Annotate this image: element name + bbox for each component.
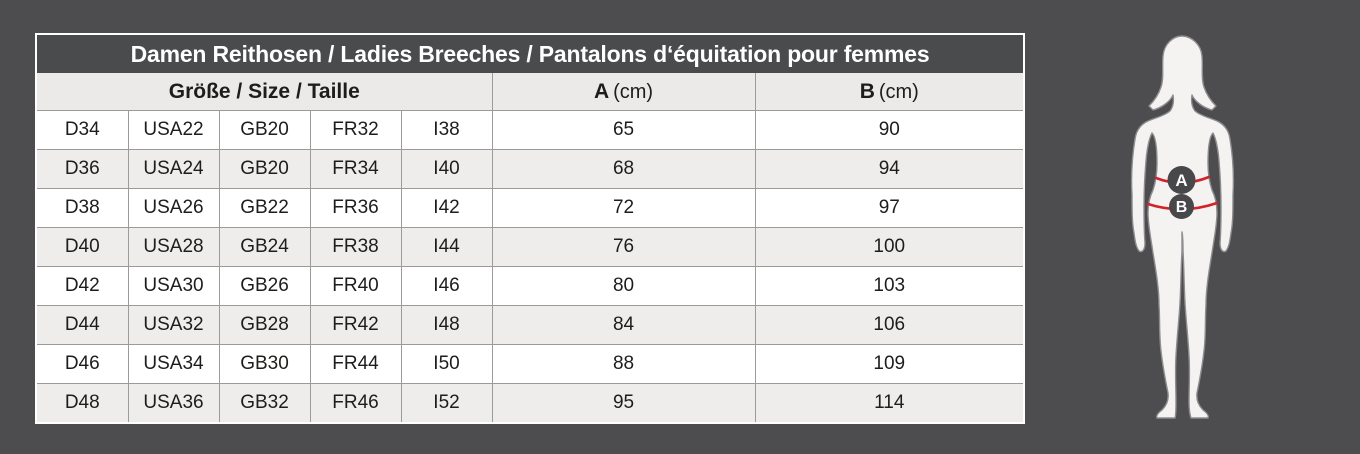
- header-measure-b: B (cm): [754, 73, 1024, 111]
- cell-size-de: D34: [37, 110, 128, 150]
- cell-measure-a: 80: [491, 266, 756, 306]
- badge-b-label: B: [1176, 199, 1188, 216]
- table-title: Damen Reithosen / Ladies Breeches / Pant…: [37, 35, 1023, 73]
- size-table: Damen Reithosen / Ladies Breeches / Pant…: [35, 33, 1025, 424]
- cell-size-usa: USA32: [127, 305, 219, 345]
- table-row: D42 USA30 GB26 FR40 I46 80 103: [37, 266, 1024, 306]
- cell-size-it: I52: [400, 383, 493, 422]
- header-row: Größe / Size / Taille A (cm) B (cm): [37, 73, 1024, 111]
- cell-size-it: I46: [400, 266, 493, 306]
- cell-size-gb: GB20: [218, 110, 310, 150]
- cell-size-it: I48: [400, 305, 493, 345]
- cell-measure-b: 114: [754, 383, 1024, 422]
- woman-silhouette: [1130, 35, 1235, 419]
- cell-measure-b: 90: [754, 110, 1024, 150]
- cell-measure-b: 94: [754, 149, 1024, 189]
- cell-size-gb: GB26: [218, 266, 310, 306]
- cell-size-de: D44: [37, 305, 128, 345]
- cell-measure-a: 95: [491, 383, 756, 422]
- table-row: D38 USA26 GB22 FR36 I42 72 97: [37, 188, 1024, 228]
- cell-size-gb: GB22: [218, 188, 310, 228]
- cell-size-de: D48: [37, 383, 128, 422]
- cell-measure-b: 109: [754, 344, 1024, 384]
- badge-a-label: A: [1175, 171, 1187, 190]
- cell-size-usa: USA26: [127, 188, 219, 228]
- cell-size-gb: GB30: [218, 344, 310, 384]
- cell-measure-a: 88: [491, 344, 756, 384]
- badge-b-circle: [1169, 194, 1194, 219]
- cell-size-usa: USA34: [127, 344, 219, 384]
- header-b-unit: (cm): [878, 80, 919, 103]
- cell-measure-b: 100: [754, 227, 1024, 267]
- cell-measure-a: 68: [491, 149, 756, 189]
- table-row: D44 USA32 GB28 FR42 I48 84 106: [37, 305, 1024, 345]
- cell-size-gb: GB32: [218, 383, 310, 422]
- cell-measure-b: 106: [754, 305, 1024, 345]
- cell-size-fr: FR34: [309, 149, 401, 189]
- cell-size-it: I40: [400, 149, 493, 189]
- header-a-letter: A: [593, 79, 610, 103]
- cell-size-usa: USA30: [127, 266, 219, 306]
- cell-size-de: D38: [37, 188, 128, 228]
- cell-size-de: D46: [37, 344, 128, 384]
- cell-size-gb: GB20: [218, 149, 310, 189]
- header-a-unit: (cm): [613, 80, 654, 103]
- cell-measure-a: 84: [491, 305, 756, 345]
- header-measure-a: A (cm): [491, 73, 756, 111]
- cell-size-gb: GB24: [218, 227, 310, 267]
- header-size-label: Größe / Size / Taille: [37, 73, 493, 111]
- cell-size-it: I44: [400, 227, 493, 267]
- cell-measure-a: 72: [491, 188, 756, 228]
- cell-size-usa: USA22: [127, 110, 219, 150]
- cell-size-fr: FR38: [309, 227, 401, 267]
- cell-size-fr: FR40: [309, 266, 401, 306]
- cell-size-de: D42: [37, 266, 128, 306]
- cell-size-fr: FR36: [309, 188, 401, 228]
- cell-size-de: D36: [37, 149, 128, 189]
- cell-size-fr: FR44: [309, 344, 401, 384]
- cell-size-it: I42: [400, 188, 493, 228]
- cell-measure-a: 65: [491, 110, 756, 150]
- cell-size-usa: USA28: [127, 227, 219, 267]
- cell-size-usa: USA24: [127, 149, 219, 189]
- cell-size-it: I38: [400, 110, 493, 150]
- table-row: D40 USA28 GB24 FR38 I44 76 100: [37, 227, 1024, 267]
- table-row: D46 USA34 GB30 FR44 I50 88 109: [37, 344, 1024, 384]
- cell-size-it: I50: [400, 344, 493, 384]
- body-measurement-figure: A B: [1130, 35, 1235, 419]
- cell-size-fr: FR42: [309, 305, 401, 345]
- cell-size-gb: GB28: [218, 305, 310, 345]
- cell-measure-b: 97: [754, 188, 1024, 228]
- cell-size-de: D40: [37, 227, 128, 267]
- header-b-letter: B: [859, 79, 875, 103]
- table-row: D34 USA22 GB20 FR32 I38 65 90: [37, 110, 1024, 150]
- table-row: D36 USA24 GB20 FR34 I40 68 94: [37, 149, 1024, 189]
- cell-size-fr: FR46: [309, 383, 401, 422]
- cell-size-fr: FR32: [309, 110, 401, 150]
- size-table-grid: Größe / Size / Taille A (cm) B (cm) D34 US…: [37, 73, 1024, 422]
- cell-size-usa: USA36: [127, 383, 219, 422]
- table-row: D48 USA36 GB32 FR46 I52 95 114: [37, 383, 1024, 422]
- cell-measure-b: 103: [754, 266, 1024, 306]
- cell-measure-a: 76: [491, 227, 756, 267]
- badge-a-circle: [1167, 166, 1196, 194]
